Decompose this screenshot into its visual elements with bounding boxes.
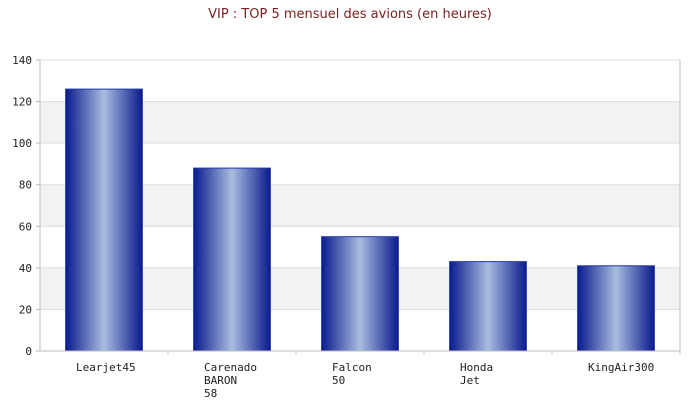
y-tick-label: 40 (19, 262, 32, 275)
x-tick-label: KingAir300 (588, 361, 654, 374)
grid-band (40, 184, 680, 227)
y-axis-ticks: 0 20 40 60 80 100 120 140 (12, 54, 40, 358)
x-axis-ticks: Learjet45 Carenado BARON 58 Falcon 50 Honda Jet… (76, 351, 681, 400)
bar (321, 236, 399, 352)
y-tick-label: 140 (12, 54, 32, 67)
x-tick-label: Carenado BARON 58 (204, 361, 257, 400)
grid-band (40, 101, 680, 144)
x-tick-label: Learjet45 (76, 361, 136, 374)
bar (193, 167, 271, 352)
y-tick-label: 100 (12, 137, 32, 150)
bar (577, 265, 655, 352)
axes (39, 60, 681, 352)
y-tick-label: 120 (12, 96, 32, 109)
y-tick-label: 80 (19, 179, 32, 192)
x-tick-label: Falcon 50 (332, 361, 372, 387)
bar (65, 88, 143, 352)
bar-series (65, 88, 655, 352)
y-tick-label: 20 (19, 303, 32, 316)
x-tick-label: Honda Jet (460, 361, 493, 387)
chart-title: VIP : TOP 5 mensuel des avions (en heure… (208, 7, 492, 22)
y-tick-label: 0 (25, 345, 32, 358)
y-tick-label: 60 (19, 220, 32, 233)
bar (449, 261, 527, 352)
